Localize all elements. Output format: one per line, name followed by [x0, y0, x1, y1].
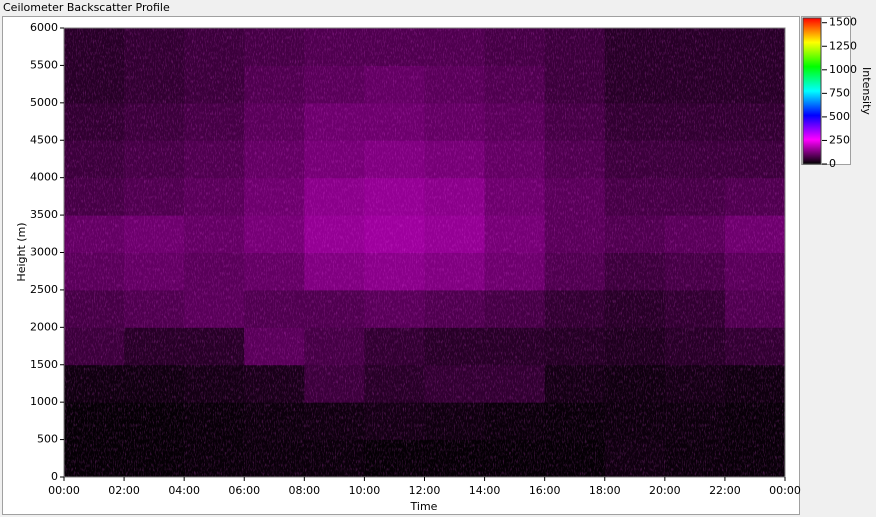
colorbar-tick-label: 500 [829, 110, 850, 123]
colorbar-tick-label: 0 [829, 157, 836, 170]
texture [64, 28, 785, 477]
x-tick-label: 00:00 [48, 484, 80, 497]
y-tick-label: 6000 [30, 21, 58, 34]
colorbar-tick-label: 250 [829, 133, 850, 146]
x-tick-label: 22:00 [709, 484, 741, 497]
chart-title: Ceilometer Backscatter Profile [3, 1, 170, 14]
x-tick-label: 04:00 [168, 484, 200, 497]
x-tick-label: 10:00 [349, 484, 381, 497]
y-tick-label: 3000 [30, 246, 58, 259]
x-axis-label: Time [410, 500, 438, 513]
y-tick-label: 3500 [30, 208, 58, 221]
colorbar-tick-label: 750 [829, 86, 850, 99]
y-tick-label: 1000 [30, 395, 58, 408]
y-tick-label: 5500 [30, 58, 58, 71]
y-tick-label: 4000 [30, 171, 58, 184]
x-tick-label: 06:00 [228, 484, 260, 497]
y-tick-label: 4500 [30, 133, 58, 146]
x-tick-label: 02:00 [108, 484, 140, 497]
x-tick-label: 20:00 [649, 484, 681, 497]
y-tick-label: 0 [51, 470, 58, 483]
y-tick-label: 5000 [30, 96, 58, 109]
y-tick-label: 2000 [30, 320, 58, 333]
x-tick-label: 18:00 [589, 484, 621, 497]
colorbar-label: Intensity [860, 67, 873, 115]
y-tick-label: 500 [37, 433, 58, 446]
x-tick-label: 00:00 [769, 484, 801, 497]
x-tick-label: 12:00 [409, 484, 441, 497]
colorbar-tick-label: 1250 [829, 39, 857, 52]
colorbar [802, 17, 822, 165]
y-tick-label: 1500 [30, 358, 58, 371]
y-axis-label: Height (m) [15, 222, 28, 281]
colorbar-tick-label: 1000 [829, 63, 857, 76]
x-tick-label: 14:00 [469, 484, 501, 497]
colorbar-tick-label: 1500 [829, 16, 857, 29]
y-tick-label: 2500 [30, 283, 58, 296]
x-tick-label: 16:00 [529, 484, 561, 497]
x-tick-label: 08:00 [288, 484, 320, 497]
